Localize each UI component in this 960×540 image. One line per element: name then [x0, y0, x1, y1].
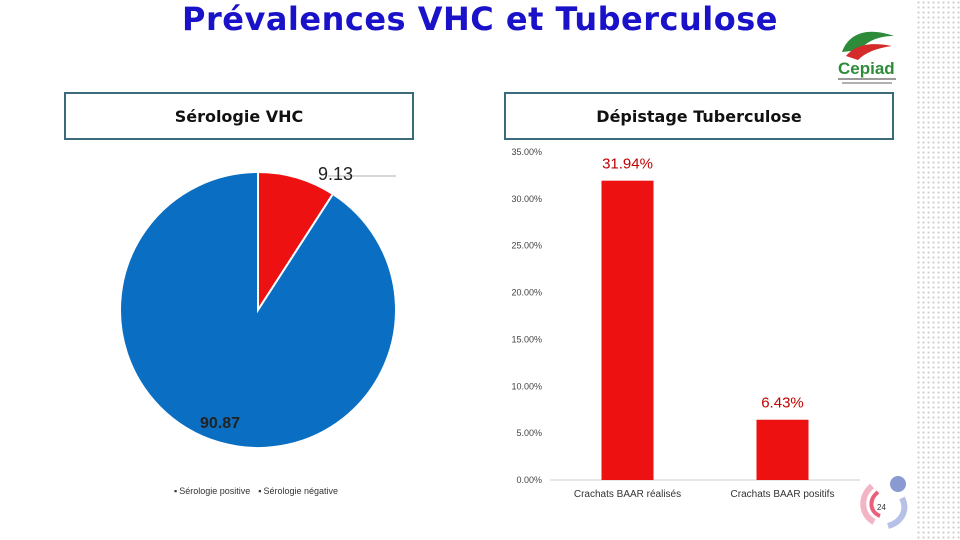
- pie-chart-heading: Sérologie VHC: [174, 106, 304, 126]
- bar-2: [756, 419, 809, 480]
- page-number-badge: 24: [858, 476, 912, 530]
- bar-chart-heading: Dépistage Tuberculose: [596, 106, 802, 126]
- bar-chart-heading-box: Dépistage Tuberculose: [504, 92, 894, 140]
- y-tick-label: 0.00%: [516, 475, 542, 485]
- slide-title: Prévalences VHC et Tuberculose: [182, 0, 778, 38]
- y-tick-label: 5.00%: [516, 428, 542, 438]
- x-tick-label: Crachats BAAR réalisés: [574, 489, 681, 500]
- cepiad-logo: Cepiad: [832, 22, 902, 90]
- bar-data-label: 31.94%: [602, 156, 653, 173]
- decorative-dot-strip: [916, 0, 960, 540]
- y-tick-label: 20.00%: [511, 288, 542, 298]
- y-tick-label: 25.00%: [511, 241, 542, 251]
- logo-text: Cepiad: [838, 59, 895, 78]
- x-tick-label: Crachats BAAR positifs: [731, 489, 835, 500]
- pie-chart-heading-box: Sérologie VHC: [64, 92, 414, 140]
- pie-label-negative: 90.87: [200, 415, 240, 432]
- bar-chart: 0.00% 5.00% 10.00% 15.00% 20.00% 25.00% 30.00%…: [511, 147, 860, 500]
- legend-item-negative: Sérologie négative: [258, 486, 338, 496]
- bar-1: [601, 180, 654, 480]
- legend-item-positive: Sérologie positive: [174, 486, 250, 496]
- y-tick-label: 15.00%: [511, 334, 542, 344]
- y-tick-label: 10.00%: [511, 381, 542, 391]
- bar-data-label: 6.43%: [761, 395, 804, 412]
- pie-chart: 9.13 90.87: [119, 164, 397, 449]
- page-number: 24: [877, 503, 886, 512]
- pie-slice-positive: [257, 170, 335, 314]
- pie-label-positive: 9.13: [318, 164, 353, 184]
- y-tick-label: 35.00%: [511, 147, 542, 157]
- y-tick-label: 30.00%: [511, 194, 542, 204]
- pie-legend: Sérologie positive Sérologie négative: [174, 486, 338, 496]
- pie-slice-negative: [119, 170, 397, 449]
